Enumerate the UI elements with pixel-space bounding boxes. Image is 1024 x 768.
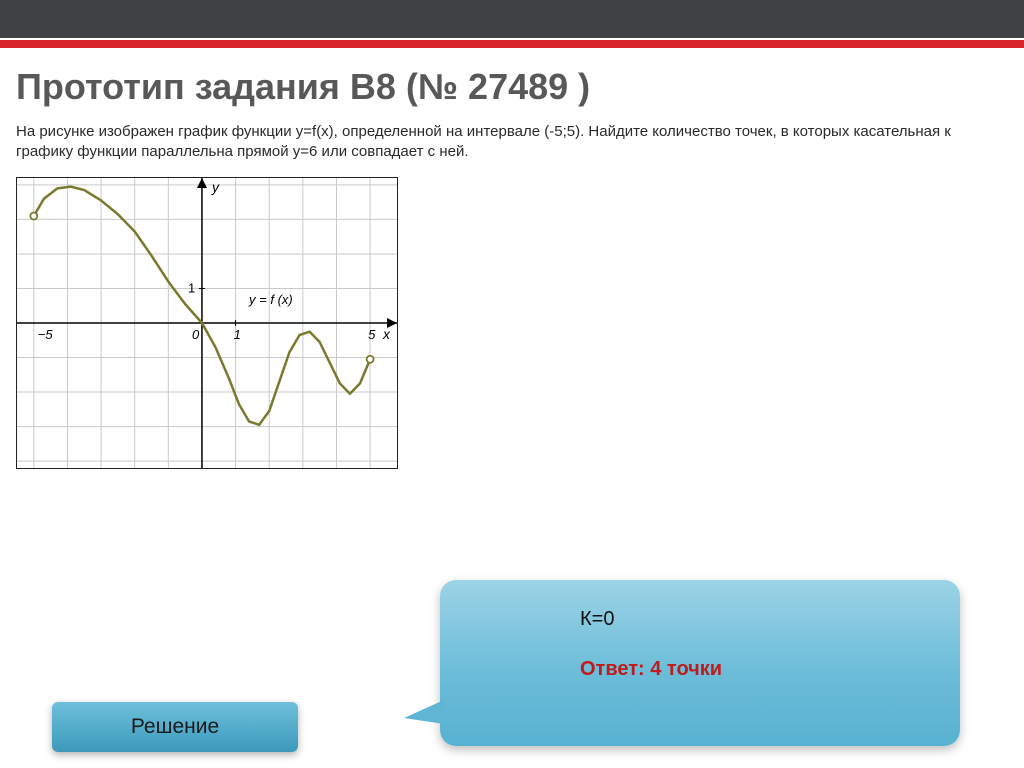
answer-card: К=0 Ответ: 4 точки bbox=[440, 580, 960, 746]
svg-text:0: 0 bbox=[192, 327, 200, 342]
svg-text:y = f (x): y = f (x) bbox=[248, 292, 293, 307]
svg-text:1: 1 bbox=[234, 327, 241, 342]
page-title: Прототип задания B8 (№ 27489 ) bbox=[0, 48, 1024, 122]
answer-result: Ответ: 4 точки bbox=[580, 658, 722, 681]
solution-button-label: Решение bbox=[131, 715, 219, 739]
header-gray-stripe bbox=[0, 0, 1024, 38]
function-chart: 0 1 5 −5 1 y x y = f (x) bbox=[16, 177, 398, 469]
answer-slope: К=0 bbox=[580, 608, 614, 631]
svg-text:y: y bbox=[211, 179, 220, 195]
header-bar bbox=[0, 0, 1024, 48]
solution-button[interactable]: Решение bbox=[52, 702, 298, 752]
svg-text:1: 1 bbox=[188, 280, 195, 295]
svg-text:5: 5 bbox=[368, 327, 376, 342]
problem-text: На рисунке изображен график функции y=f(… bbox=[0, 122, 1024, 173]
svg-text:−5: −5 bbox=[38, 327, 54, 342]
svg-text:x: x bbox=[382, 326, 391, 342]
chart-container: 0 1 5 −5 1 y x y = f (x) bbox=[0, 173, 1024, 469]
header-red-stripe bbox=[0, 40, 1024, 48]
